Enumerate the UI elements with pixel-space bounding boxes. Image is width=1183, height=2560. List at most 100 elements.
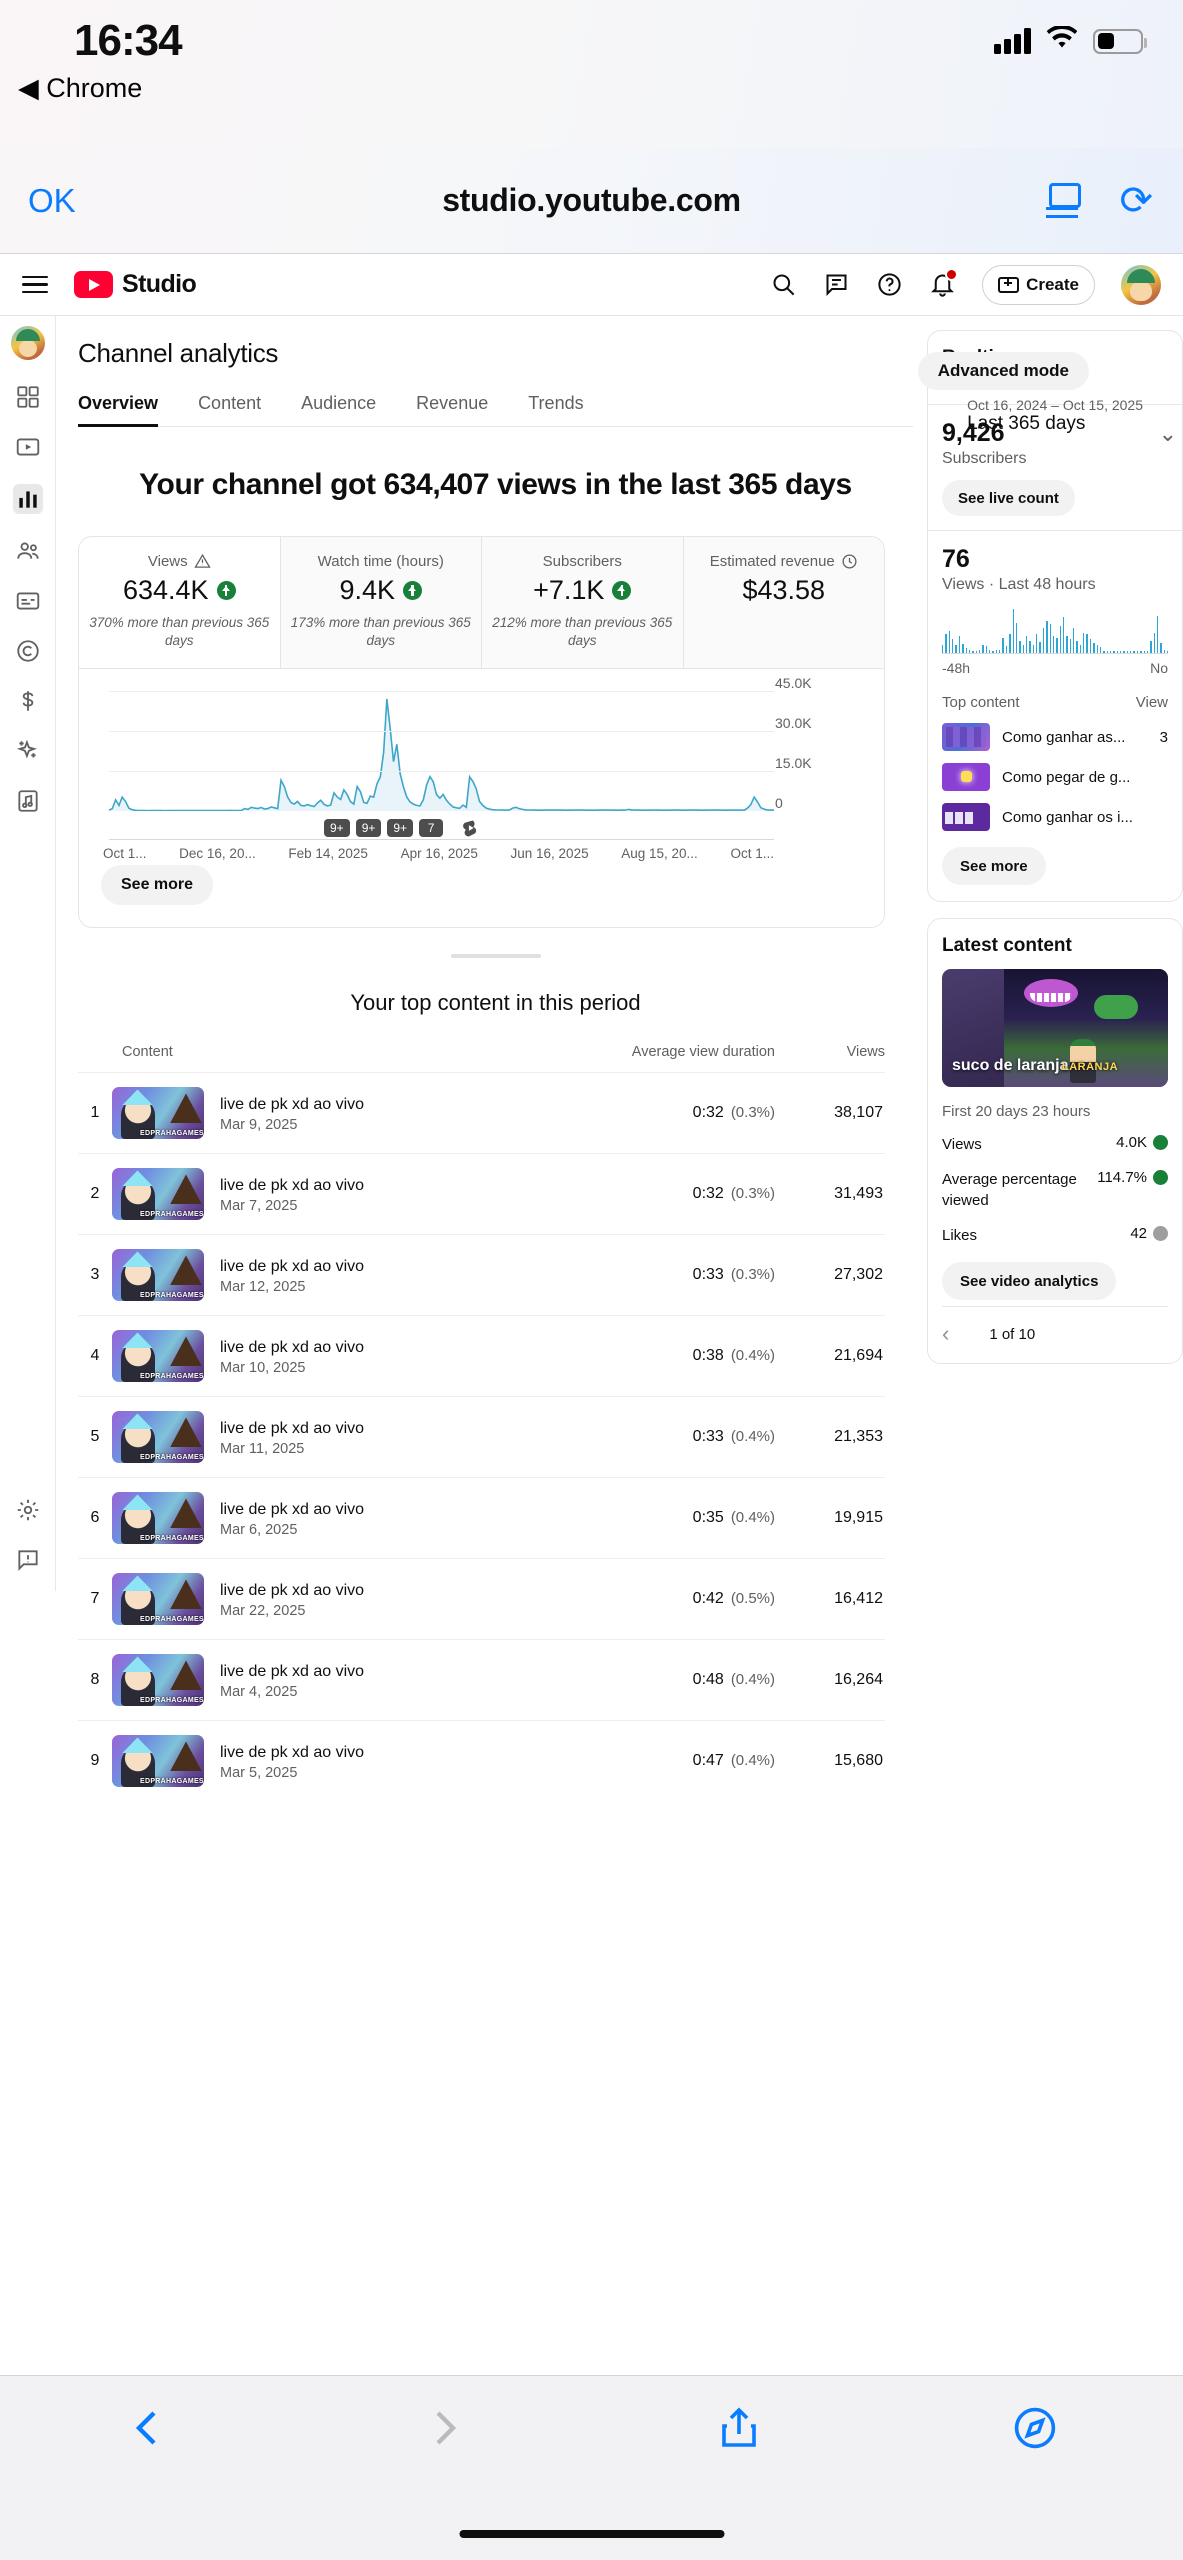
metric-sub: 173% more than previous 365 days xyxy=(290,615,471,649)
realtime-see-more-button[interactable]: See more xyxy=(942,847,1046,885)
url-text[interactable]: studio.youtube.com xyxy=(442,182,741,218)
y-tick: 30.0K xyxy=(775,715,812,732)
tab-content[interactable]: Content xyxy=(198,393,262,413)
table-row[interactable]: 1 EDPRAHAGAMES live de pk xd ao vivo Mar 9,… xyxy=(78,1072,885,1154)
row-content[interactable]: EDPRAHAGAMES live de pk xd ao vivo Mar 11,… xyxy=(112,1397,615,1478)
table-row[interactable]: 5 EDPRAHAGAMES live de pk xd ao vivo Mar 11… xyxy=(78,1396,885,1478)
right-panel: Realtime Updating live 9,426 Subscribers… xyxy=(913,316,1183,1591)
metric-card-subscribers[interactable]: Subscribers +7.1K 212% more than previou… xyxy=(482,537,684,669)
back-chevron-icon[interactable] xyxy=(124,2404,172,2457)
table-row[interactable]: 7 EDPRAHAGAMES live de pk xd ao vivo Mar 22… xyxy=(78,1558,885,1640)
sidebar-item-dashboard[interactable] xyxy=(15,384,41,410)
share-icon[interactable] xyxy=(715,2404,763,2457)
row-views: 16,264 xyxy=(834,1671,883,1689)
back-to-app-link[interactable]: ◀ Chrome xyxy=(18,73,143,103)
tab-audience[interactable]: Audience xyxy=(301,393,377,413)
chevron-down-icon[interactable]: ⌄ xyxy=(1158,421,1177,446)
sidebar-item-copyright[interactable] xyxy=(15,638,41,664)
video-thumbnail: EDPRAHAGAMES xyxy=(112,1492,204,1545)
left-nav-rail xyxy=(0,316,56,1591)
avatar[interactable] xyxy=(1121,264,1161,305)
video-date: Mar 9, 2025 xyxy=(220,1117,298,1134)
forward-chevron-icon[interactable] xyxy=(420,2404,468,2457)
video-title: live de pk xd ao vivo xyxy=(220,1257,365,1275)
chart-video-markers[interactable]: 9+ 9+ 9+ 7 xyxy=(324,817,480,839)
video-title: live de pk xd ao vivo xyxy=(220,1581,365,1599)
brand-label: Studio xyxy=(122,270,197,298)
row-content[interactable]: EDPRAHAGAMES live de pk xd ao vivo Mar 5, … xyxy=(112,1721,615,1802)
list-item[interactable]: Como pegar de g... xyxy=(942,763,1168,791)
list-item[interactable]: Como ganhar as... 3 xyxy=(942,723,1168,751)
sidebar-item-content[interactable] xyxy=(15,434,41,460)
search-icon[interactable] xyxy=(770,271,797,298)
drag-handle[interactable] xyxy=(450,954,541,959)
row-rank: 7 xyxy=(90,1590,100,1608)
help-icon[interactable] xyxy=(876,271,903,298)
sidebar-item-community[interactable] xyxy=(15,538,41,564)
create-button[interactable]: Create xyxy=(982,264,1095,305)
sidebar-item-audio-library[interactable] xyxy=(15,788,41,814)
video-thumbnail: EDPRAHAGAMES xyxy=(112,1168,204,1221)
video-marker-badge[interactable]: 7 xyxy=(419,819,444,838)
row-content[interactable]: EDPRAHAGAMES live de pk xd ao vivo Mar 6, … xyxy=(112,1478,615,1559)
latest-content-title: Latest content xyxy=(942,935,1072,956)
tab-trends[interactable]: Trends xyxy=(528,393,584,413)
compass-icon[interactable] xyxy=(1011,2404,1059,2457)
sidebar-item-subtitles[interactable] xyxy=(15,588,41,614)
row-rank: 9 xyxy=(90,1752,100,1770)
table-row[interactable]: 8 EDPRAHAGAMES live de pk xd ao vivo Mar 4,… xyxy=(78,1639,885,1721)
bell-icon[interactable] xyxy=(929,268,959,298)
sidebar-item-customization[interactable] xyxy=(15,738,41,764)
advanced-mode-button[interactable]: Advanced mode xyxy=(917,352,1089,390)
date-range-selector[interactable]: Oct 16, 2024 – Oct 15, 2025 Last 365 day… xyxy=(967,397,1143,435)
row-content[interactable]: EDPRAHAGAMES live de pk xd ao vivo Mar 9, … xyxy=(112,1073,615,1154)
sidebar-item-analytics[interactable] xyxy=(12,484,43,514)
ok-button[interactable]: OK xyxy=(28,181,76,219)
video-title: Como ganhar os i... xyxy=(1002,808,1133,826)
reader-view-icon[interactable] xyxy=(1045,182,1082,219)
table-row[interactable]: 2 EDPRAHAGAMES live de pk xd ao vivo Mar 7,… xyxy=(78,1153,885,1235)
metric-card-watch-time[interactable]: Watch time (hours) 9.4K 173% more than p… xyxy=(280,537,482,669)
list-item[interactable]: Como ganhar os i... xyxy=(942,803,1168,831)
row-content[interactable]: EDPRAHAGAMES live de pk xd ao vivo Mar 4, … xyxy=(112,1640,615,1721)
top-content-table: Content Average view duration Views 1 EDP… xyxy=(78,1044,885,1801)
row-content[interactable]: EDPRAHAGAMES live de pk xd ao vivo Mar 22,… xyxy=(112,1559,615,1640)
metric-card-estimated-revenue[interactable]: Estimated revenue $43.58 xyxy=(683,537,884,669)
chevron-left-icon[interactable]: ‹ xyxy=(942,1321,950,1346)
sidebar-item-your-channel[interactable] xyxy=(10,326,45,360)
row-rank: 2 xyxy=(90,1185,100,1203)
reload-icon[interactable]: ⟳ xyxy=(1119,178,1153,223)
table-row[interactable]: 3 EDPRAHAGAMES live de pk xd ao vivo Mar 12… xyxy=(78,1234,885,1316)
row-avg-view-duration: 0:32 (0.3%) xyxy=(692,1185,775,1203)
shorts-icon[interactable] xyxy=(461,817,480,839)
see-video-analytics-button[interactable]: See video analytics xyxy=(942,1262,1117,1300)
see-live-count-button[interactable]: See live count xyxy=(942,480,1075,516)
latest-video-thumbnail[interactable]: suco de laranja LARANJA xyxy=(942,969,1168,1087)
studio-logo[interactable]: Studio xyxy=(74,270,197,299)
tab-overview[interactable]: Overview xyxy=(78,393,159,427)
row-avg-view-duration: 0:35 (0.4%) xyxy=(692,1509,775,1527)
see-more-button[interactable]: See more xyxy=(101,865,214,906)
metric-value: 634.4K xyxy=(122,575,209,605)
video-marker-badge[interactable]: 9+ xyxy=(324,819,350,838)
video-marker-badge[interactable]: 9+ xyxy=(355,819,382,838)
row-views: 21,694 xyxy=(834,1347,883,1365)
tab-revenue[interactable]: Revenue xyxy=(416,393,489,413)
table-row[interactable]: 4 EDPRAHAGAMES live de pk xd ao vivo Mar 10… xyxy=(78,1315,885,1397)
sidebar-item-settings[interactable] xyxy=(15,1497,41,1523)
realtime-sparkline xyxy=(942,608,1169,654)
table-row[interactable]: 9 EDPRAHAGAMES live de pk xd ao vivo Mar 5,… xyxy=(78,1720,885,1802)
table-row[interactable]: 6 EDPRAHAGAMES live de pk xd ao vivo Mar 6,… xyxy=(78,1477,885,1559)
row-content[interactable]: EDPRAHAGAMES live de pk xd ao vivo Mar 12,… xyxy=(112,1235,615,1316)
row-content[interactable]: EDPRAHAGAMES live de pk xd ao vivo Mar 7, … xyxy=(112,1154,615,1235)
metric-value: 9.4K xyxy=(339,575,396,605)
row-content[interactable]: EDPRAHAGAMES live de pk xd ao vivo Mar 10,… xyxy=(112,1316,615,1397)
wifi-icon xyxy=(1045,24,1079,56)
sidebar-item-earn[interactable] xyxy=(15,688,41,714)
sidebar-item-send-feedback[interactable] xyxy=(15,1547,41,1573)
metric-card-views[interactable]: Views 634.4K 370% more than previous 365… xyxy=(79,537,281,669)
hamburger-menu-icon[interactable] xyxy=(22,275,48,294)
views-chart[interactable]: 45.0K 30.0K 15.0K 0 9+ 9+ 9+ 7 xyxy=(79,669,884,861)
video-marker-badge[interactable]: 9+ xyxy=(387,819,414,838)
feedback-icon[interactable] xyxy=(823,271,850,298)
